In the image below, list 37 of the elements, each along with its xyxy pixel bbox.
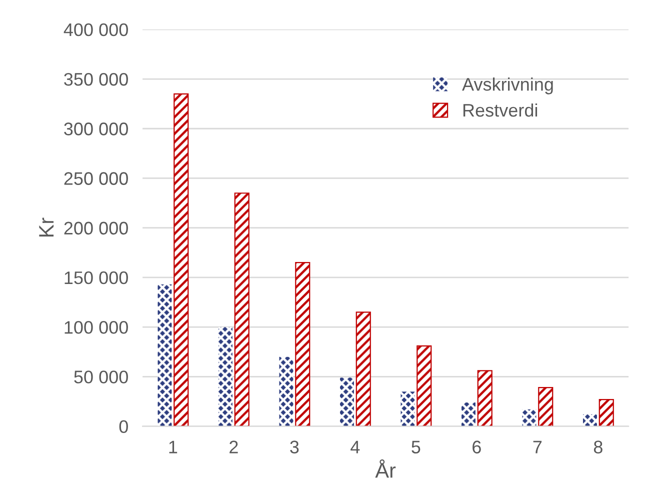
y-tick-label: 350 000 (64, 72, 128, 86)
legend-label: Restverdi (463, 103, 538, 117)
y-tick-label: 150 000 (64, 271, 128, 284)
bar (295, 262, 310, 426)
x-tick-label: 6 (472, 440, 481, 454)
x-tick-label: 3 (290, 440, 299, 454)
bar (538, 387, 554, 426)
y-tick-label: 200 000 (64, 222, 128, 235)
bar (356, 312, 371, 426)
bar (340, 378, 354, 426)
bar (279, 356, 294, 426)
y-axis-title: Kr (39, 218, 54, 237)
bar (400, 392, 415, 426)
x-tick-label: 1 (169, 440, 178, 454)
x-tick-label: 8 (594, 440, 602, 454)
bar (477, 370, 492, 426)
bar (522, 409, 536, 426)
y-tick-label: 50 000 (74, 370, 128, 384)
bar (462, 402, 476, 426)
x-tick-label: 7 (533, 440, 542, 454)
x-tick-label: 2 (230, 440, 238, 454)
bar (234, 192, 250, 426)
y-tick-label: 0 (119, 420, 128, 434)
x-tick-label: 4 (350, 440, 360, 454)
bar (583, 414, 597, 426)
y-tick-label: 400 000 (64, 23, 128, 36)
bar (218, 327, 232, 426)
bar (416, 345, 432, 426)
bar (158, 284, 172, 426)
y-tick-label: 100 000 (64, 321, 128, 334)
y-tick-label: 300 000 (64, 122, 128, 136)
x-axis-title: År (375, 459, 396, 478)
x-tick-label: 5 (412, 440, 420, 454)
bar (174, 93, 189, 426)
legend-label: Avskrivning (462, 78, 553, 94)
bar (598, 398, 614, 426)
y-tick-label: 250 000 (64, 172, 128, 185)
